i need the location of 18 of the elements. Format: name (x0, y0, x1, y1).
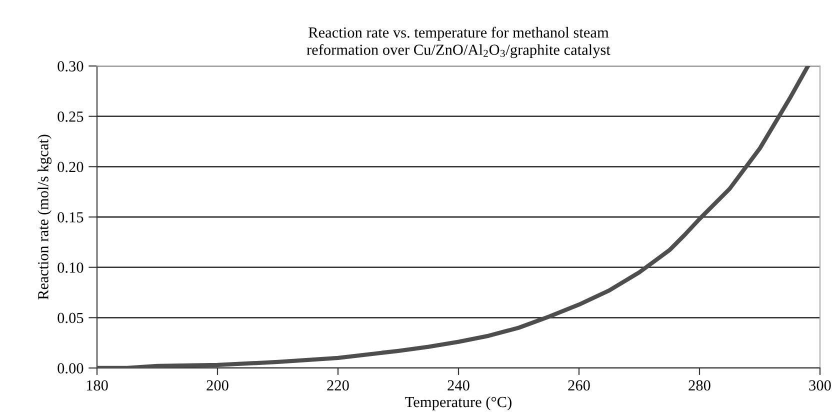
x-tick-label: 280 (688, 380, 710, 391)
line-series (97, 66, 810, 368)
y-tick-label: 0.30 (58, 61, 84, 72)
x-tick-label: 300 (809, 380, 831, 391)
y-tick-label: 0.00 (58, 363, 84, 374)
y-axis-title: Reaction rate (mol/s kgcat) (38, 134, 52, 300)
x-tick-label: 180 (86, 380, 108, 391)
x-tick-label: 220 (327, 380, 349, 391)
y-tick-label: 0.20 (58, 162, 84, 172)
y-tick-label: 0.25 (58, 111, 84, 122)
x-axis-title: Temperature (°C) (405, 396, 512, 410)
y-tick-label: 0.10 (58, 262, 84, 273)
chart-title: Reaction rate vs. temperature for methanol steam reformation over Cu/ZnO/Al$_{2}$O$_{3}$/graphite catalyst (306, 26, 610, 58)
y-tick-label: 0.15 (58, 212, 84, 223)
x-tick-label: 200 (206, 380, 228, 391)
x-tick-label: 240 (448, 380, 470, 391)
y-tick-label: 0.05 (58, 312, 84, 324)
x-tick-label: 260 (568, 380, 590, 391)
